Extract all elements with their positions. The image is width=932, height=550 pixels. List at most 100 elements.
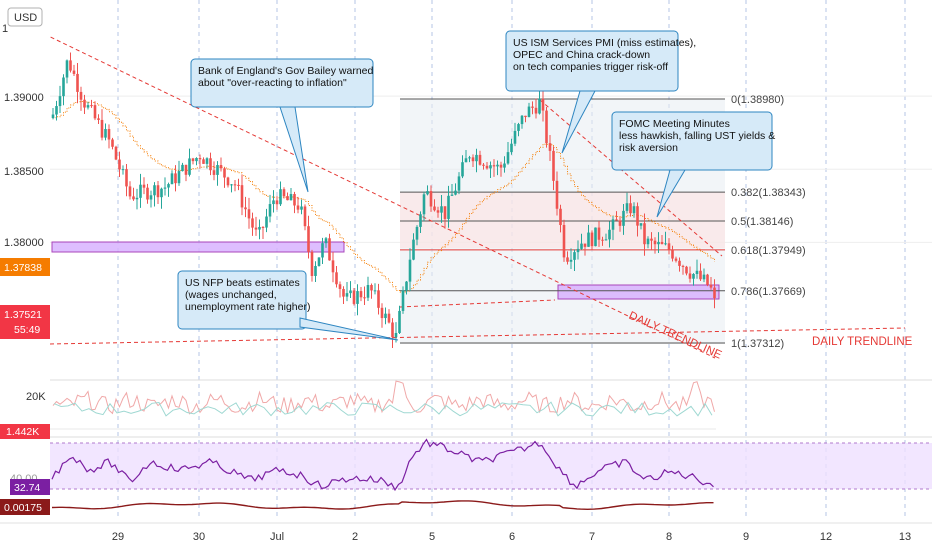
candle[interactable]: [345, 293, 349, 297]
candle[interactable]: [625, 203, 629, 211]
candle[interactable]: [370, 285, 373, 291]
candle[interactable]: [541, 98, 545, 111]
candle[interactable]: [72, 70, 76, 74]
candle[interactable]: [135, 197, 139, 200]
candle[interactable]: [471, 157, 475, 162]
candle[interactable]: [520, 115, 524, 125]
candle[interactable]: [139, 184, 142, 198]
time-axis[interactable]: 29 30 Jul 2 5 6 7 8 9 12 13: [0, 522, 932, 543]
candle[interactable]: [272, 200, 275, 205]
candle[interactable]: [499, 164, 503, 168]
candle[interactable]: [436, 210, 440, 213]
candle[interactable]: [184, 164, 188, 175]
lower-indicator-pane[interactable]: [51, 500, 714, 511]
candle[interactable]: [545, 110, 548, 144]
candle[interactable]: [359, 291, 363, 298]
candle[interactable]: [240, 185, 244, 208]
candle[interactable]: [552, 150, 555, 181]
candle[interactable]: [650, 238, 653, 241]
candle[interactable]: [706, 274, 709, 285]
candle[interactable]: [503, 163, 506, 168]
candle[interactable]: [90, 105, 93, 107]
candle[interactable]: [254, 227, 258, 230]
candle[interactable]: [132, 196, 135, 200]
candle[interactable]: [709, 284, 713, 288]
candle[interactable]: [433, 206, 436, 211]
candle[interactable]: [328, 238, 331, 261]
candle[interactable]: [660, 241, 664, 245]
candle[interactable]: [391, 322, 394, 338]
candle[interactable]: [583, 243, 587, 247]
candle[interactable]: [321, 243, 324, 258]
candle[interactable]: [366, 285, 370, 298]
candle[interactable]: [223, 168, 226, 178]
candle[interactable]: [632, 206, 636, 214]
candle[interactable]: [422, 194, 426, 215]
candle[interactable]: [580, 243, 583, 249]
candle[interactable]: [590, 232, 594, 247]
candle[interactable]: [324, 238, 328, 244]
candle[interactable]: [177, 171, 181, 184]
candle[interactable]: [97, 118, 100, 120]
candle[interactable]: [310, 251, 314, 276]
candle[interactable]: [261, 226, 265, 228]
candle[interactable]: [419, 214, 422, 227]
candle[interactable]: [415, 226, 419, 240]
candle[interactable]: [440, 206, 443, 213]
candle[interactable]: [156, 185, 160, 198]
candle[interactable]: [387, 313, 391, 323]
candle[interactable]: [674, 258, 678, 261]
candle[interactable]: [83, 99, 86, 108]
annotations[interactable]: Bank of England's Gov Bailey warnedabout…: [177, 30, 775, 341]
candle[interactable]: [237, 184, 240, 186]
candle[interactable]: [555, 180, 559, 209]
candle[interactable]: [209, 158, 212, 171]
candle[interactable]: [636, 206, 639, 226]
candle[interactable]: [618, 220, 622, 226]
candle[interactable]: [247, 209, 251, 219]
candle[interactable]: [461, 162, 464, 177]
candle[interactable]: [653, 240, 657, 245]
candle[interactable]: [142, 184, 146, 188]
candle[interactable]: [149, 195, 153, 200]
candle[interactable]: [513, 130, 517, 144]
candle[interactable]: [695, 270, 699, 274]
candle[interactable]: [475, 154, 478, 162]
candle[interactable]: [576, 248, 580, 253]
candle[interactable]: [233, 184, 237, 186]
candle[interactable]: [524, 115, 527, 118]
candle[interactable]: [506, 152, 510, 164]
candle[interactable]: [559, 208, 562, 226]
candle[interactable]: [286, 196, 289, 201]
candle[interactable]: [604, 239, 608, 241]
candle[interactable]: [454, 190, 457, 195]
candle[interactable]: [219, 165, 223, 169]
rsi-pane[interactable]: [50, 438, 932, 492]
candle[interactable]: [667, 243, 671, 250]
candle[interactable]: [622, 210, 625, 226]
candle[interactable]: [62, 77, 65, 97]
candle[interactable]: [342, 288, 345, 297]
candle[interactable]: [685, 266, 688, 274]
candle[interactable]: [468, 157, 471, 159]
candle[interactable]: [244, 207, 247, 210]
candle[interactable]: [538, 98, 541, 114]
candle[interactable]: [212, 170, 216, 175]
candle[interactable]: [678, 260, 681, 266]
candle[interactable]: [671, 249, 674, 259]
candle[interactable]: [531, 106, 534, 108]
candle[interactable]: [443, 206, 447, 219]
candle[interactable]: [275, 200, 279, 205]
candle[interactable]: [65, 60, 69, 78]
candle[interactable]: [688, 273, 692, 279]
candle[interactable]: [492, 165, 496, 167]
candle[interactable]: [482, 164, 485, 166]
candle[interactable]: [279, 189, 282, 205]
candle[interactable]: [167, 184, 170, 188]
candle[interactable]: [398, 310, 401, 333]
annotation-callout[interactable]: US NFP beats estimates(wages unchanged,u…: [177, 270, 399, 341]
candle[interactable]: [125, 169, 128, 187]
candle[interactable]: [163, 187, 167, 189]
support-resistance-zones[interactable]: [51, 241, 720, 300]
candle[interactable]: [681, 265, 685, 267]
